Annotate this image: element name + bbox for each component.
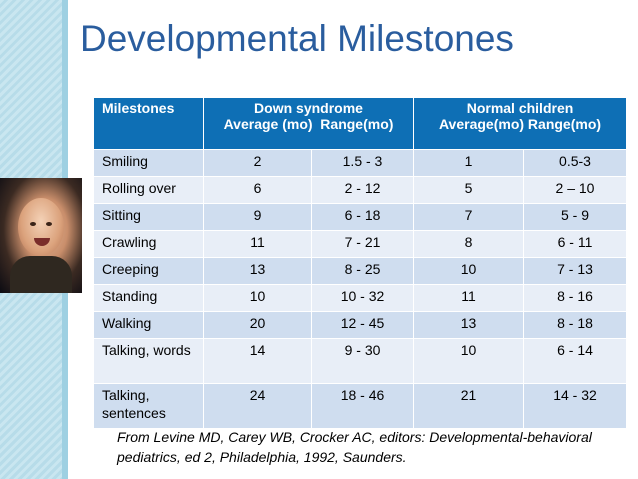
- ds-range: 8 - 25: [311, 257, 414, 285]
- ds-average: 11: [203, 230, 312, 258]
- milestones-table: Milestones Down syndrome Average (mo) Ra…: [93, 97, 627, 429]
- milestone-name: Sitting: [93, 203, 204, 231]
- table-row: Standing 10 10 - 32 11 8 - 16: [93, 284, 627, 312]
- header-normal-children: Normal children Average(mo) Range(mo): [413, 97, 627, 150]
- nc-range: 8 - 16: [523, 284, 627, 312]
- ds-average: 2: [203, 149, 312, 177]
- nc-average: 21: [413, 383, 524, 429]
- ds-range: 18 - 46: [311, 383, 414, 429]
- milestone-name: Creeping: [93, 257, 204, 285]
- ds-range: 1.5 - 3: [311, 149, 414, 177]
- ds-average: 6: [203, 176, 312, 204]
- table-header-row: Milestones Down syndrome Average (mo) Ra…: [93, 97, 627, 150]
- nc-average: 10: [413, 338, 524, 384]
- photo-eye-right: [46, 222, 52, 226]
- photo-mouth: [34, 238, 50, 246]
- ds-average: 20: [203, 311, 312, 339]
- table-row: Talking, words 14 9 - 30 10 6 - 14: [93, 338, 627, 384]
- ds-average: 13: [203, 257, 312, 285]
- table-row: Smiling 2 1.5 - 3 1 0.5-3: [93, 149, 627, 177]
- baby-photo: [0, 178, 82, 293]
- milestone-name: Crawling: [93, 230, 204, 258]
- nc-range: 5 - 9: [523, 203, 627, 231]
- nc-average: 7: [413, 203, 524, 231]
- ds-range: 2 - 12: [311, 176, 414, 204]
- nc-range: 8 - 18: [523, 311, 627, 339]
- header-milestones: Milestones: [93, 97, 204, 150]
- nc-range: 0.5-3: [523, 149, 627, 177]
- nc-average: 11: [413, 284, 524, 312]
- header-normal-children-sub: Average(mo) Range(mo): [438, 116, 602, 132]
- header-down-syndrome-sub: Average (mo) Range(mo): [223, 116, 394, 132]
- table-row: Talking, sentences 24 18 - 46 21 14 - 32: [93, 383, 627, 429]
- ds-range: 10 - 32: [311, 284, 414, 312]
- ds-range: 6 - 18: [311, 203, 414, 231]
- nc-range: 7 - 13: [523, 257, 627, 285]
- table-row: Rolling over 6 2 - 12 5 2 – 10: [93, 176, 627, 204]
- table-row: Sitting 9 6 - 18 7 5 - 9: [93, 203, 627, 231]
- table-row: Creeping 13 8 - 25 10 7 - 13: [93, 257, 627, 285]
- nc-average: 13: [413, 311, 524, 339]
- milestone-name: Walking: [93, 311, 204, 339]
- photo-body: [10, 256, 72, 293]
- milestone-name: Talking, words: [93, 338, 204, 384]
- photo-eye-left: [30, 222, 36, 226]
- header-normal-children-label: Normal children: [466, 100, 574, 116]
- header-down-syndrome: Down syndrome Average (mo) Range(mo): [203, 97, 414, 150]
- milestone-name: Smiling: [93, 149, 204, 177]
- ds-average: 14: [203, 338, 312, 384]
- ds-range: 7 - 21: [311, 230, 414, 258]
- header-down-syndrome-label: Down syndrome: [254, 100, 363, 116]
- ds-range: 12 - 45: [311, 311, 414, 339]
- source-citation: From Levine MD, Carey WB, Crocker AC, ed…: [117, 429, 592, 465]
- milestone-name: Rolling over: [93, 176, 204, 204]
- milestone-name: Standing: [93, 284, 204, 312]
- nc-range: 2 – 10: [523, 176, 627, 204]
- nc-average: 10: [413, 257, 524, 285]
- ds-range: 9 - 30: [311, 338, 414, 384]
- nc-average: 8: [413, 230, 524, 258]
- slide-title: Developmental Milestones: [80, 18, 514, 59]
- nc-range: 14 - 32: [523, 383, 627, 429]
- ds-average: 24: [203, 383, 312, 429]
- ds-average: 9: [203, 203, 312, 231]
- nc-range: 6 - 14: [523, 338, 627, 384]
- milestone-name: Talking, sentences: [93, 383, 204, 429]
- photo-face: [18, 198, 64, 256]
- nc-range: 6 - 11: [523, 230, 627, 258]
- nc-average: 5: [413, 176, 524, 204]
- table-row: Walking 20 12 - 45 13 8 - 18: [93, 311, 627, 339]
- ds-average: 10: [203, 284, 312, 312]
- nc-average: 1: [413, 149, 524, 177]
- table-row: Crawling 11 7 - 21 8 6 - 11: [93, 230, 627, 258]
